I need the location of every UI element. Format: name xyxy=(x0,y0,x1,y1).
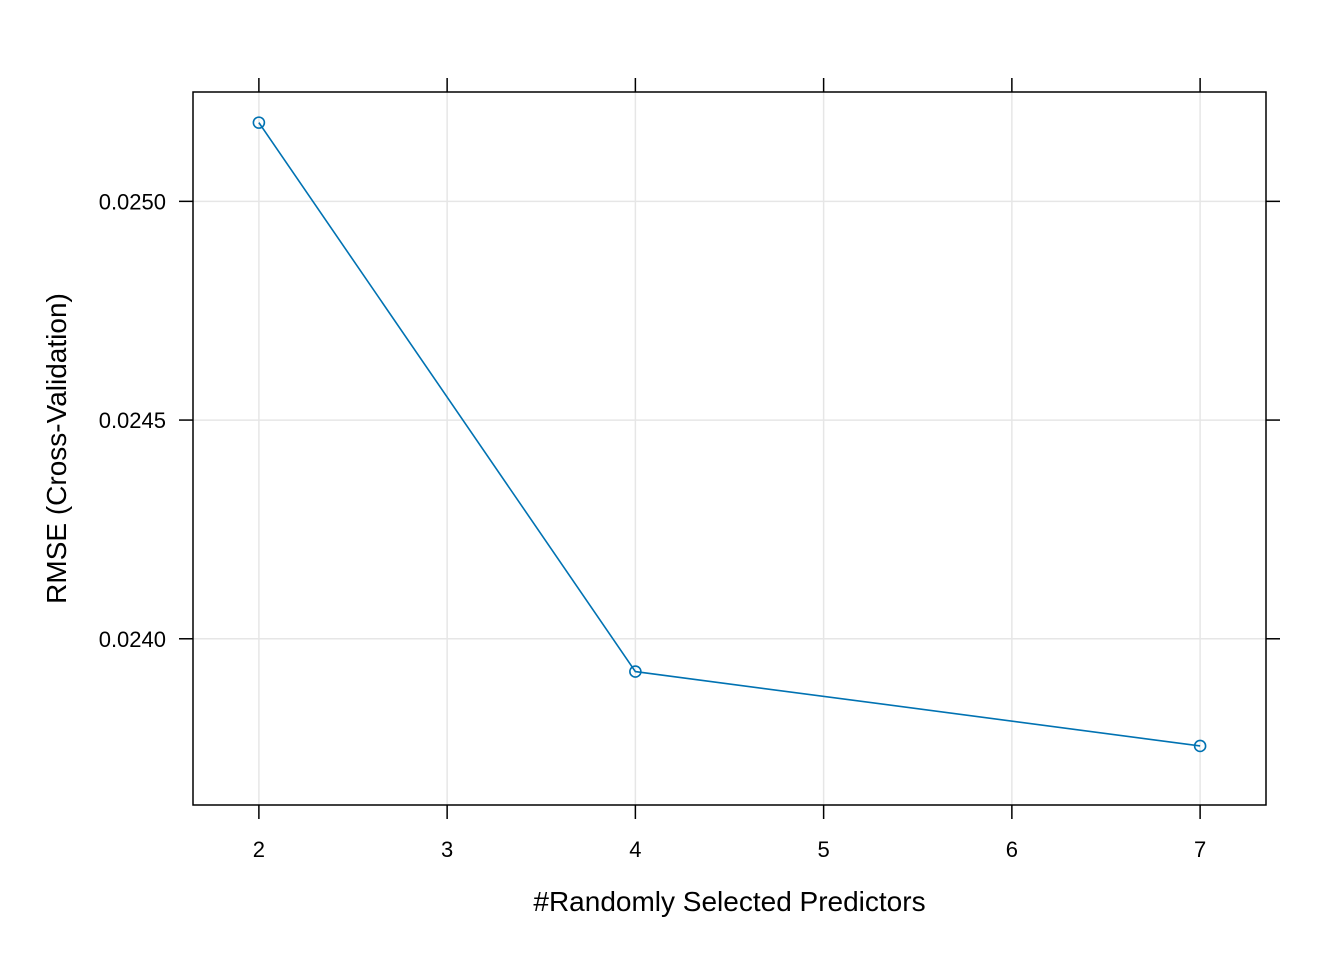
series-layer xyxy=(252,116,1207,753)
y-tick-label: 0.0245 xyxy=(99,408,166,433)
y-axis-label: RMSE (Cross-Validation) xyxy=(41,293,72,604)
y-tick-label: 0.0240 xyxy=(99,627,166,652)
grid-lines xyxy=(193,92,1266,805)
y-tick-label: 0.0250 xyxy=(99,189,166,214)
data-point xyxy=(252,116,266,129)
x-tick-label: 2 xyxy=(253,837,265,862)
x-axis-label: #Randomly Selected Predictors xyxy=(533,886,925,917)
plot-frame xyxy=(192,91,1267,806)
x-tick-label: 7 xyxy=(1194,837,1206,862)
series-line xyxy=(258,122,1201,747)
x-tick-label: 4 xyxy=(629,837,641,862)
x-tick-label: 3 xyxy=(441,837,453,862)
x-tick-label: 5 xyxy=(817,837,829,862)
x-tick-label: 6 xyxy=(1006,837,1018,862)
data-point xyxy=(1193,739,1207,753)
data-point xyxy=(629,665,642,678)
axis-ticks: 2 3 4 5 6 7 0.0240 0.0245 0.0250 xyxy=(99,78,1280,862)
